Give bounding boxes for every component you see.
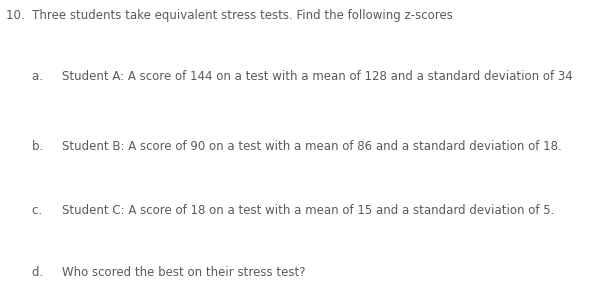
Text: Student A: A score of 144 on a test with a mean of 128 and a standard deviation : Student A: A score of 144 on a test with…	[62, 70, 573, 83]
Text: b.: b.	[32, 140, 55, 153]
Text: Who scored the best on their stress test?: Who scored the best on their stress test…	[62, 266, 305, 279]
Text: Student B: A score of 90 on a test with a mean of 86 and a standard deviation of: Student B: A score of 90 on a test with …	[62, 140, 561, 153]
Text: Student C: A score of 18 on a test with a mean of 15 and a standard deviation of: Student C: A score of 18 on a test with …	[62, 204, 554, 218]
Text: a.: a.	[32, 70, 55, 83]
Text: c.: c.	[32, 204, 54, 218]
Text: d.: d.	[32, 266, 55, 279]
Text: 10.  Three students take equivalent stress tests. Find the following z-scores: 10. Three students take equivalent stres…	[6, 9, 453, 22]
